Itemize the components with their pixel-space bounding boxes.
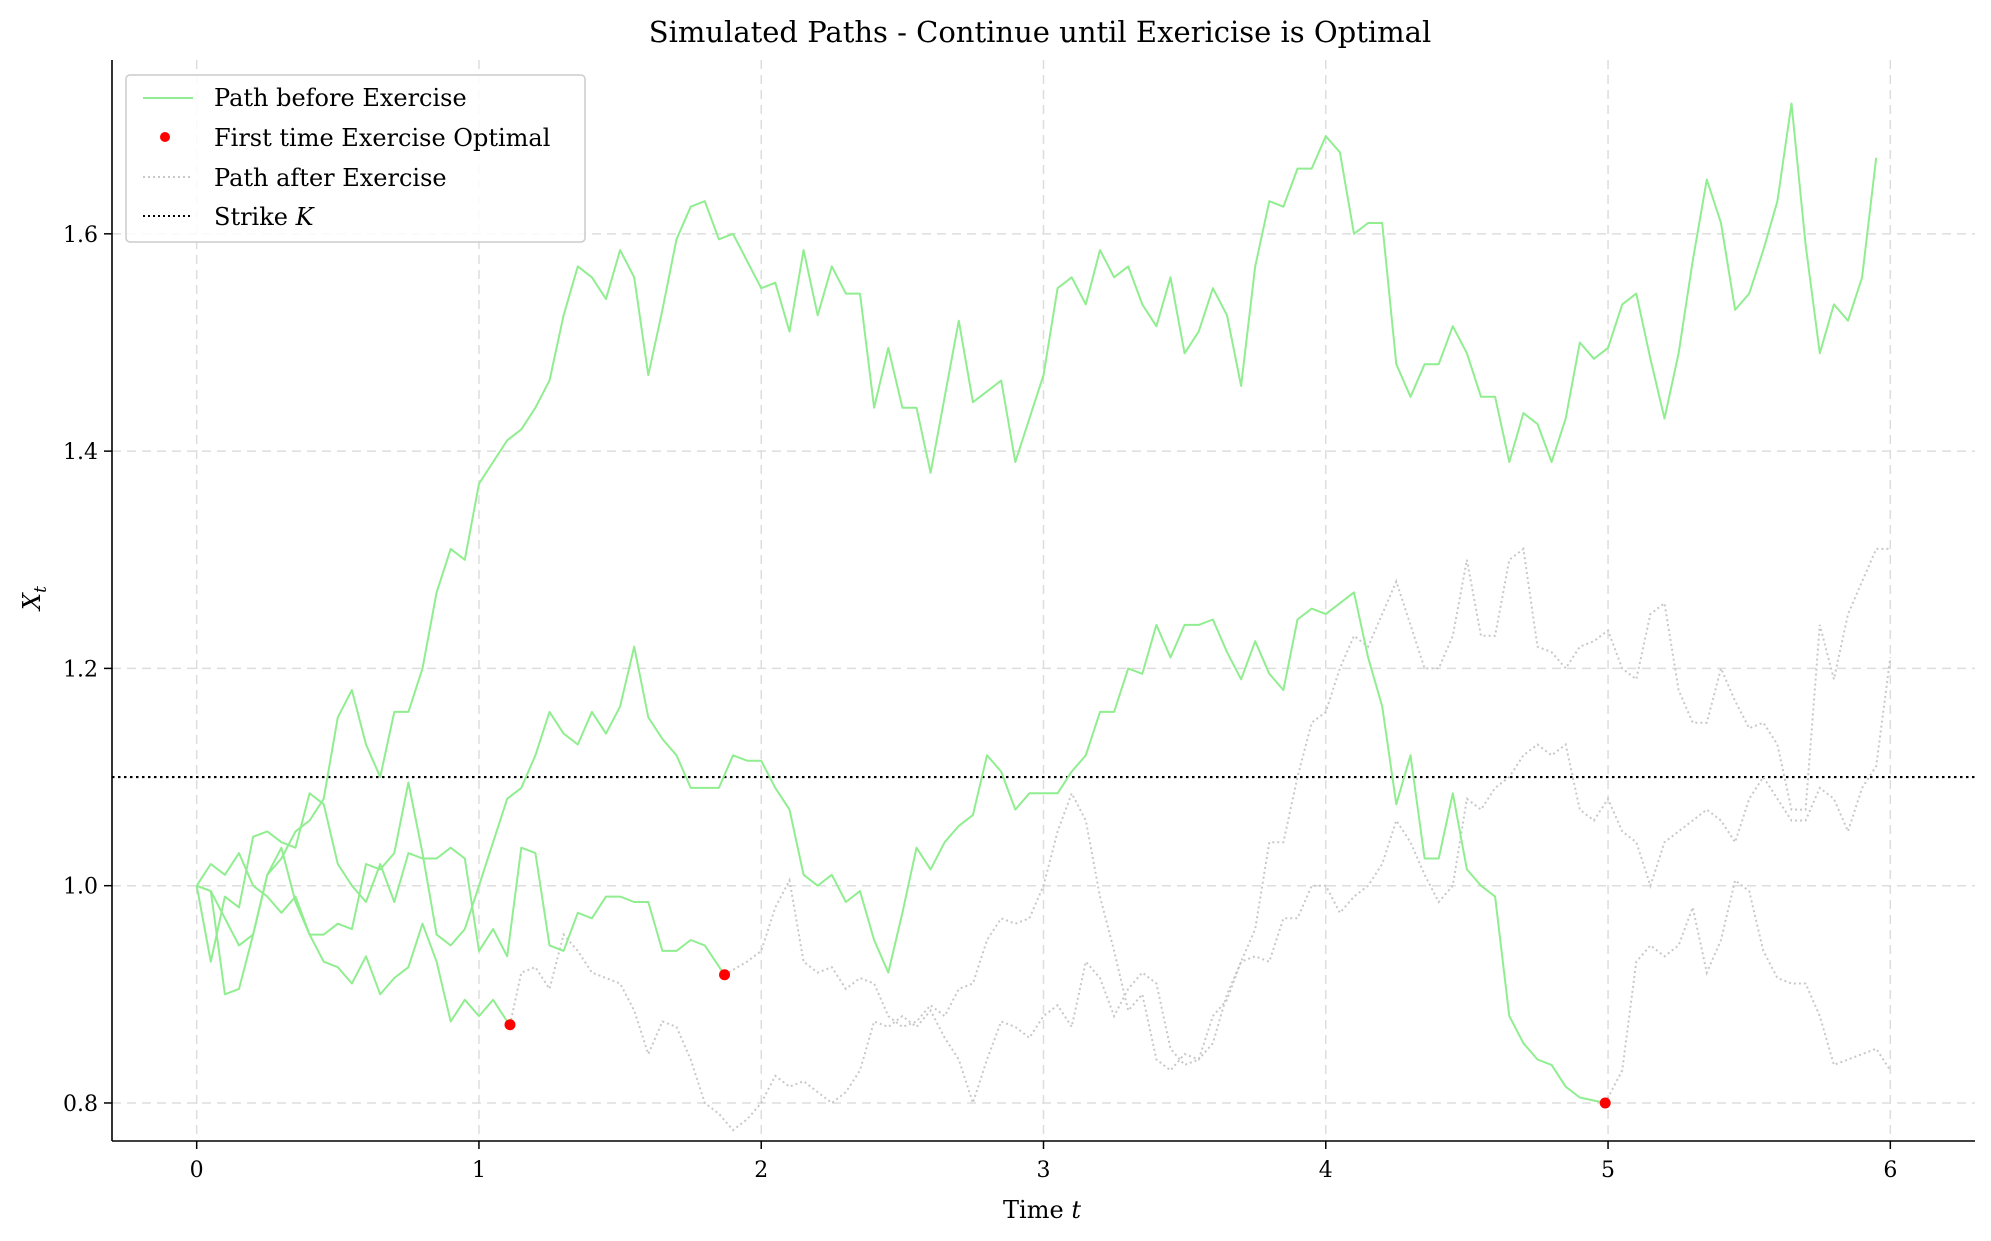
x-axis-label: Time t (1003, 1196, 1081, 1224)
legend-label-strike: Strike K (214, 203, 316, 231)
x-tick-label-4: 4 (1319, 1158, 1333, 1183)
x-tick-label-5: 5 (1601, 1158, 1615, 1183)
path-after-exercise-2 (1604, 878, 1892, 1104)
path-before-exercise-3 (196, 102, 1878, 947)
after-exercise-paths (509, 547, 1892, 1132)
legend-label-marker: First time Exercise Optimal (214, 124, 550, 152)
y-tick-label-0: 0.8 (63, 1092, 98, 1117)
legend-swatch-marker (160, 132, 170, 142)
x-tick-label-6: 6 (1883, 1158, 1897, 1183)
chart-title: Simulated Paths - Continue until Exerici… (649, 15, 1432, 49)
y-ticks: 0.8 1.0 1.2 1.4 1.6 (63, 223, 112, 1117)
x-tick-label-0: 0 (190, 1158, 204, 1183)
legend-label-after: Path after Exercise (214, 164, 447, 192)
path-before-exercise-0 (195, 852, 509, 1023)
y-tick-label-1: 1.0 (63, 875, 98, 900)
before-exercise-paths (195, 102, 1878, 1104)
path-before-exercise-1 (195, 792, 726, 976)
y-tick-label-4: 1.6 (63, 223, 98, 248)
x-tick-label-1: 1 (472, 1158, 486, 1183)
x-ticks: 0 1 2 3 4 5 6 (190, 1141, 1897, 1183)
legend-label-before: Path before Exercise (214, 84, 467, 112)
legend: Path before Exercise First time Exercise… (125, 74, 586, 243)
x-tick-label-2: 2 (754, 1158, 768, 1183)
exercise-point-1 (719, 969, 731, 981)
legend-box (125, 74, 586, 243)
y-axis-label: Xt (18, 586, 51, 612)
path-after-exercise-1 (723, 547, 1891, 1072)
y-tick-label-2: 1.2 (63, 657, 98, 682)
y-tick-label-3: 1.4 (63, 440, 98, 465)
exercise-point-0 (504, 1019, 516, 1031)
path-before-exercise-2 (196, 591, 1606, 1104)
exercise-markers (504, 969, 1611, 1109)
exercise-point-2 (1599, 1097, 1611, 1109)
x-tick-label-3: 3 (1037, 1158, 1051, 1183)
